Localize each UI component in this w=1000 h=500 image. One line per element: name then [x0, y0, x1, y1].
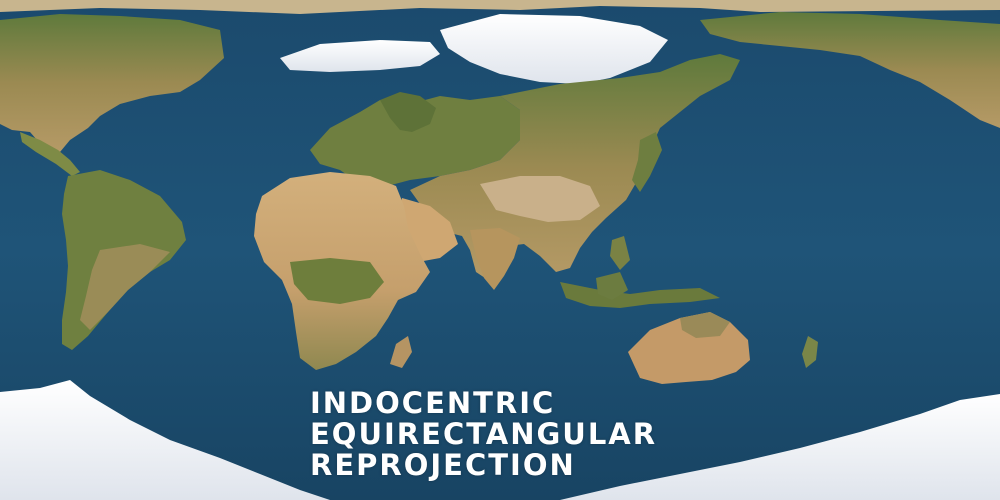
central-america: [20, 132, 80, 176]
greenland-ice: [440, 14, 668, 84]
asia: [410, 54, 740, 280]
africa-rainforest: [290, 258, 384, 304]
central-asia-desert: [480, 176, 600, 222]
title-line-1: INDOCENTRIC: [310, 386, 556, 420]
antarctica-left: [0, 380, 330, 500]
south-america-dry: [80, 244, 170, 330]
alaska-right: [700, 12, 1000, 128]
arctic-strip: [0, 0, 1000, 14]
title-line-3: REPROJECTION: [310, 448, 576, 482]
madagascar: [390, 336, 412, 368]
europe: [310, 96, 520, 188]
arctic-island-ice: [280, 40, 440, 72]
scandinavia: [380, 92, 436, 132]
india: [470, 228, 520, 290]
japan: [632, 132, 662, 192]
australia-north: [680, 312, 730, 338]
title-line-2: EQUIRECTANGULAR: [310, 417, 658, 451]
borneo: [596, 272, 628, 300]
north-america: [0, 14, 224, 152]
indonesia-islands: [560, 282, 720, 308]
philippines: [610, 236, 630, 270]
map-title: INDOCENTRIC EQUIRECTANGULAR REPROJECTION: [310, 388, 657, 481]
antarctica-right: [560, 394, 1000, 500]
new-zealand: [802, 336, 818, 368]
